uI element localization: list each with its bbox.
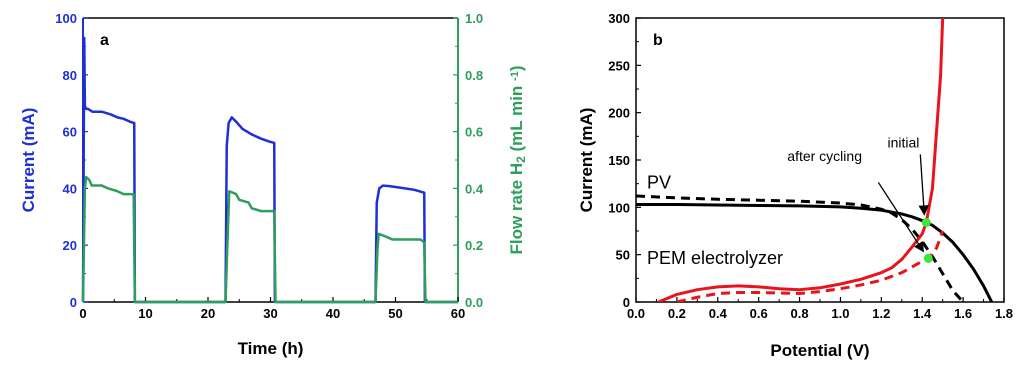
panel-b-x-tick-label: 1.2 — [872, 306, 890, 321]
panel-a-x-tick-label: 30 — [263, 306, 277, 321]
panel-a-y-tick-label: 40 — [63, 181, 77, 196]
panel-a-y2-tick-label: 0.8 — [465, 68, 483, 83]
initial-arrow — [918, 154, 929, 216]
panel-a-x-tick-label: 0 — [79, 306, 86, 321]
current-series-line — [81, 36, 458, 304]
after-cycling-label: after cycling — [787, 148, 862, 164]
panel-a-y2-axis-title-part: Flow rate H — [507, 163, 526, 255]
panel-b-x-tick-label: 1.6 — [954, 306, 972, 321]
panel-b-y-tick-label: 250 — [608, 58, 630, 73]
panel-a-y2-axis-title-part: (mL min — [507, 81, 526, 156]
panel-a-y-tick-label: 80 — [63, 68, 77, 83]
panel-b: 0.0 0.2 0.4 0.6 0.8 1.0 1.2 1.4 1.6 1.8 0 50 100 150 2… — [577, 11, 1013, 360]
panel-a-y2-axis-title-part: ) — [507, 65, 526, 71]
panel-a-y-tick-label: 100 — [55, 11, 77, 26]
panel-a-y2-axis-title: Flow rate H2 (mL min -1) — [507, 65, 528, 254]
panel-b-x-axis-title: Potential (V) — [770, 341, 869, 360]
flow-rate-series-line — [81, 175, 458, 304]
panel-b-y-axis-title: Current (mA) — [577, 108, 596, 213]
panel-b-y-tick-label: 50 — [616, 248, 630, 263]
panel-a-y2-tick-label: 0.6 — [465, 125, 483, 140]
panel-a-x-tick-label: 10 — [138, 306, 152, 321]
panel-b-x-tick-label: 0.8 — [791, 306, 809, 321]
pem-initial-line — [657, 18, 945, 302]
panel-a-y2-tick-label: 1.0 — [465, 11, 483, 26]
panel-a-y-tick-label: 0 — [70, 295, 77, 310]
panel-a-x-axis-title: Time (h) — [238, 339, 304, 358]
panel-b-x-tick-label: 1.8 — [995, 306, 1013, 321]
intersection-point — [921, 217, 931, 227]
panel-b-y-tick-label: 200 — [608, 106, 630, 121]
panel-a-x-tick-label: 20 — [201, 306, 215, 321]
panel-a-x-tick-label: 60 — [451, 306, 465, 321]
panel-b-x-tick-label: 0.6 — [750, 306, 768, 321]
after-cycling-arrow — [877, 182, 925, 253]
panel-a-y-tick-label: 20 — [63, 238, 77, 253]
pem-label: PEM electrolyzer — [647, 248, 783, 268]
panel-a-y2-axis-title-part: 2 — [514, 156, 528, 163]
panel-a-y-axis-title: Current (mA) — [19, 108, 38, 213]
panel-b-x-tick-label: 1.4 — [913, 306, 932, 321]
panel-b-y-tick-label: 100 — [608, 200, 630, 215]
panel-b-y-tick-label: 300 — [608, 11, 630, 26]
panel-b-x-tick-label: 0.4 — [709, 306, 728, 321]
panel-a-y2-axis-title-part: -1 — [509, 71, 521, 81]
panel-b-x-tick-label: 0.0 — [627, 306, 645, 321]
panel-b-letter: b — [653, 32, 663, 49]
initial-label: initial — [887, 135, 919, 151]
panel-b-y-tick-label: 0 — [623, 295, 630, 310]
panel-a-x-tick-label: 40 — [326, 306, 340, 321]
pv-label: PV — [647, 172, 671, 192]
panel-b-x-tick-label: 0.2 — [668, 306, 686, 321]
panel-a-y-tick-label: 60 — [63, 125, 77, 140]
panel-a-y2-tick-label: 0.2 — [465, 238, 483, 253]
panel-b-y-tick-label: 150 — [608, 153, 630, 168]
panel-a-y2-tick-label: 0.4 — [465, 181, 484, 196]
pv-initial-line — [636, 202, 994, 302]
intersection-point — [923, 253, 933, 263]
panel-b-x-tick-label: 1.0 — [831, 306, 849, 321]
panel-a-x-tick-label: 50 — [388, 306, 402, 321]
panel-a-y2-tick-label: 0.0 — [465, 295, 483, 310]
panel-a-letter: a — [100, 32, 109, 49]
panel-a: 0 10 20 30 40 50 60 0 20 40 60 80 100 0.0 0.2 0.4 0.6 0.8… — [19, 11, 528, 358]
